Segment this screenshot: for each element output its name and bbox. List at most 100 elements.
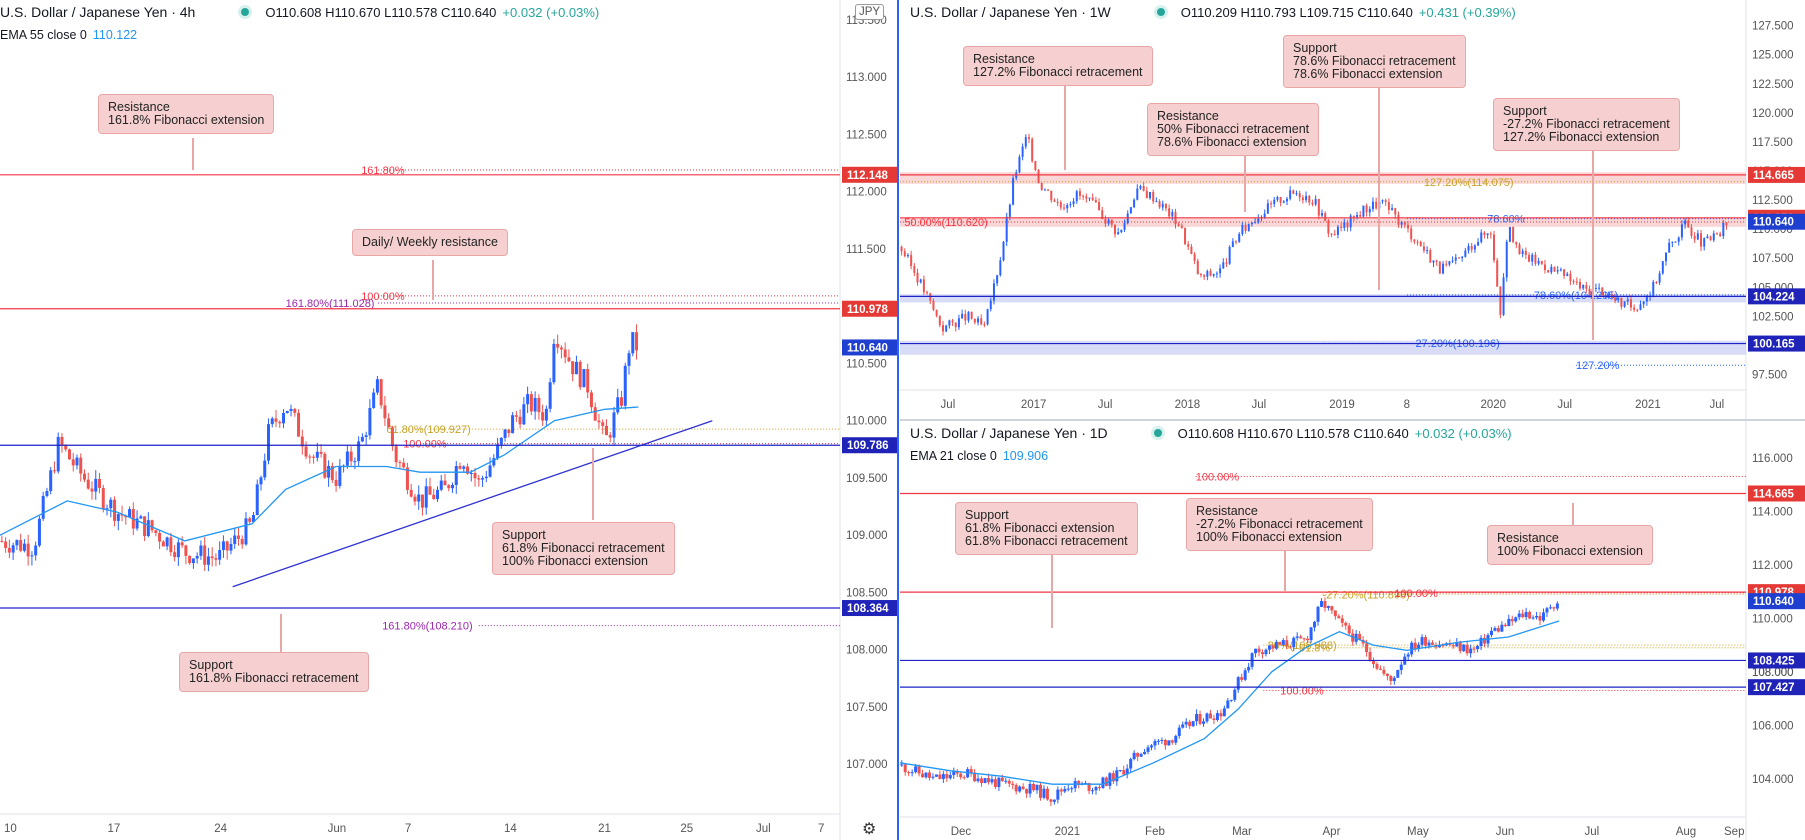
candle-body xyxy=(1104,777,1108,786)
candle-body xyxy=(1340,226,1343,228)
candle-body xyxy=(345,451,349,466)
candle-body xyxy=(601,422,605,426)
candle-body xyxy=(1696,233,1699,240)
candle-body xyxy=(1091,790,1095,792)
candle-body xyxy=(514,415,518,417)
chart-4h[interactable]: 107.000 107.500 108.000 108.500 109.000 109.5… xyxy=(0,0,897,840)
price-tick-label: 117.500 xyxy=(1752,137,1793,149)
time-tick-label: Aug xyxy=(1676,826,1696,838)
annotation-label[interactable]: Support 61.8% Fibonacci extension 61.8% … xyxy=(955,502,1138,555)
annotation-label[interactable]: Support 61.8% Fibonacci retracement 100%… xyxy=(492,522,675,575)
candle-body xyxy=(1480,232,1483,242)
annotation-label[interactable]: Daily/ Weekly resistance xyxy=(352,229,508,256)
currency-badge[interactable]: JPY xyxy=(855,4,885,20)
candle-body xyxy=(1107,219,1110,224)
annotation-label[interactable]: Support -27.2% Fibonacci retracement 127… xyxy=(1493,98,1680,151)
ema-indicator[interactable]: EMA 21 close 0 109.906 xyxy=(910,449,1048,463)
annotation-label[interactable]: Resistance 161.8% Fibonacci extension xyxy=(98,94,275,134)
price-tick-label: 108.500 xyxy=(846,587,888,599)
ohlc-values: O110.209 H110.793 L109.715 C110.640 xyxy=(1180,4,1413,20)
candle-body xyxy=(383,405,387,419)
candle-body xyxy=(67,449,71,460)
annotation-label[interactable]: Resistance 50% Fibonacci retracement 78.… xyxy=(1147,103,1320,156)
candle-body xyxy=(308,456,312,458)
annotation-label[interactable]: Resistance 100% Fibonacci extension xyxy=(1487,525,1653,565)
chart-4h-canvas[interactable]: 107.000 107.500 108.000 108.500 109.000 109.5… xyxy=(0,0,897,840)
candle-body xyxy=(1181,724,1185,728)
chart-4h-header: U.S. Dollar / Japanese Yen · 4h O110.608… xyxy=(0,4,599,20)
price-tick-label: 110.500 xyxy=(846,358,887,370)
candle-body xyxy=(338,465,342,486)
candle-body xyxy=(1346,222,1349,228)
annotation-label[interactable]: Resistance -27.2% Fibonacci retracement … xyxy=(1186,498,1373,551)
candle-body xyxy=(1392,677,1396,681)
candle-body xyxy=(1012,178,1015,205)
candle-body xyxy=(1389,675,1393,681)
annotation-label[interactable]: Support 78.6% Fibonacci retracement 78.6… xyxy=(1283,35,1466,88)
chart-1w-canvas[interactable]: 97.500100.000102.500105.000107.500110.00… xyxy=(900,0,1805,420)
annotation-label[interactable]: Resistance 127.2% Fibonacci retracement xyxy=(963,46,1153,86)
candle-body xyxy=(1550,266,1553,273)
annotation-label[interactable]: Support 161.8% Fibonacci retracement xyxy=(179,652,369,692)
candle-body xyxy=(1403,222,1406,225)
candle-body xyxy=(349,451,353,462)
candle-body xyxy=(1347,625,1351,634)
candle-body xyxy=(1432,260,1435,263)
candle-body xyxy=(278,421,282,424)
candle-body xyxy=(1142,186,1145,191)
candle-body xyxy=(1422,246,1425,251)
candle-body xyxy=(1113,224,1116,235)
candle-body xyxy=(1085,196,1088,199)
candle-body xyxy=(1524,611,1528,618)
candle-body xyxy=(507,429,511,434)
panel-divider[interactable] xyxy=(900,419,1805,421)
ema-line xyxy=(0,406,639,542)
candle-body xyxy=(1397,214,1400,225)
candle-body xyxy=(907,772,911,774)
candle-body xyxy=(1180,225,1183,228)
symbol-title[interactable]: U.S. Dollar / Japanese Yen · 1D xyxy=(910,425,1108,441)
candle-body xyxy=(1719,233,1722,237)
panel-divider[interactable] xyxy=(897,0,899,840)
candle-body xyxy=(924,772,928,778)
chart-1d[interactable]: 104.000 106.000 108.000 110.000 112.000 114.0… xyxy=(900,421,1805,840)
candle-body xyxy=(1521,613,1525,618)
candle-body xyxy=(1059,202,1062,208)
candle-body xyxy=(522,404,526,425)
candle-body xyxy=(1285,640,1289,647)
price-label-box xyxy=(1748,335,1805,352)
candle-body xyxy=(214,558,218,560)
candle-body xyxy=(1454,257,1457,261)
candle-body xyxy=(1479,637,1483,647)
candle-body xyxy=(1493,628,1497,631)
candle-body xyxy=(49,470,53,491)
ema-indicator[interactable]: EMA 55 close 0 110.122 xyxy=(0,28,137,42)
chart-1d-canvas[interactable]: 104.000 106.000 108.000 110.000 112.000 114.0… xyxy=(900,421,1805,840)
candle-body xyxy=(1132,752,1136,760)
candle-body xyxy=(1117,232,1120,235)
candle-body xyxy=(86,479,90,489)
fib-level-label: 161.80%(111.028) xyxy=(286,298,375,310)
symbol-title[interactable]: U.S. Dollar / Japanese Yen · 4h xyxy=(0,4,196,20)
candle-body xyxy=(1306,638,1310,641)
candle-body xyxy=(1680,224,1683,238)
candle-body xyxy=(1101,210,1104,219)
candle-body xyxy=(1540,260,1543,265)
price-tick-label: 110.000 xyxy=(846,416,887,428)
market-open-icon xyxy=(1156,8,1165,16)
candle-body xyxy=(1461,256,1464,259)
candle-body xyxy=(1489,233,1492,235)
candle-body xyxy=(1668,242,1671,253)
candle-body xyxy=(210,556,214,559)
candle-body xyxy=(496,444,500,459)
chart-1w[interactable]: 97.500100.000102.500105.000107.500110.00… xyxy=(900,0,1805,420)
candle-body xyxy=(941,325,944,332)
candle-body xyxy=(1063,788,1067,792)
candle-body xyxy=(56,436,60,472)
candle-body xyxy=(447,485,451,489)
price-tick-label: 112.000 xyxy=(846,187,887,199)
symbol-title[interactable]: U.S. Dollar / Japanese Yen · 1W xyxy=(910,4,1111,20)
settings-gear-icon[interactable]: ⚙ xyxy=(862,821,877,838)
time-tick-label: Feb xyxy=(1145,826,1165,838)
candle-body xyxy=(1407,224,1410,229)
